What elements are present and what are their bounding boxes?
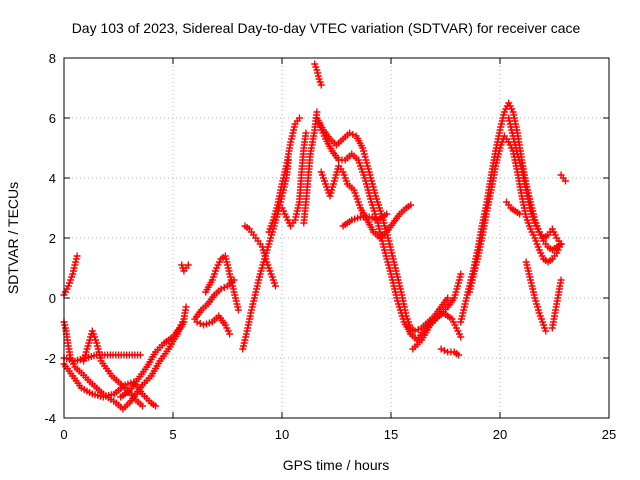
series-track-m xyxy=(265,114,303,236)
data-point xyxy=(234,306,242,314)
y-tick-label: 2 xyxy=(49,231,56,246)
data-point xyxy=(557,240,565,248)
data-point xyxy=(346,129,354,137)
data-point xyxy=(317,81,325,89)
data-point xyxy=(184,261,192,269)
data-point xyxy=(437,345,445,353)
data-point xyxy=(220,284,228,291)
series-track-n xyxy=(278,129,310,230)
series-track-s xyxy=(317,162,415,242)
x-tick-label: 0 xyxy=(60,427,67,442)
data-point xyxy=(226,330,234,338)
data-point xyxy=(557,276,565,284)
y-tick-label: 4 xyxy=(49,171,56,186)
y-tick-label: 0 xyxy=(49,291,56,306)
data-point xyxy=(457,270,465,278)
series-track-f xyxy=(117,303,190,401)
data-point xyxy=(383,210,391,218)
x-tick-label: 25 xyxy=(602,427,616,442)
y-axis-label: SDTVAR / TECUs xyxy=(5,182,21,294)
series-track-z xyxy=(503,198,524,218)
series-track-y xyxy=(505,114,565,248)
chart-title: Day 103 of 2023, Sidereal Day-to-day VTE… xyxy=(72,20,581,36)
data-point xyxy=(444,294,452,302)
data-point xyxy=(182,303,190,311)
data-point xyxy=(193,318,201,326)
series-track-x xyxy=(465,132,565,296)
data-point xyxy=(271,282,279,290)
data-point xyxy=(138,402,146,410)
data-point xyxy=(414,326,422,333)
x-tick-label: 10 xyxy=(275,427,289,442)
x-axis-label: GPS time / hours xyxy=(283,457,390,473)
data-point xyxy=(407,201,415,209)
data-point xyxy=(561,177,569,185)
plot-frame xyxy=(63,57,610,419)
y-tick-label: -2 xyxy=(44,351,56,366)
data-point xyxy=(73,252,81,260)
data-point xyxy=(440,347,448,354)
series-track-l xyxy=(241,222,279,290)
data-point xyxy=(457,333,465,341)
series-track-u xyxy=(409,270,465,353)
data-point xyxy=(313,108,321,116)
series-track-v xyxy=(437,345,463,359)
data-point xyxy=(152,402,160,410)
series-track-ab xyxy=(548,276,565,332)
data-point xyxy=(542,327,550,335)
x-tick-label: 20 xyxy=(493,427,507,442)
series-track-g xyxy=(178,261,192,275)
y-tick-label: 6 xyxy=(49,111,56,126)
data-point xyxy=(455,351,463,359)
series-track-j xyxy=(202,252,242,314)
data-point xyxy=(295,114,303,122)
series-track-aa xyxy=(522,258,550,335)
series-track-ac xyxy=(557,171,569,185)
data-point xyxy=(136,351,144,359)
x-tick-label: 5 xyxy=(169,427,176,442)
data-point xyxy=(349,131,357,138)
series-track-t xyxy=(339,210,391,230)
series-track-p xyxy=(311,60,325,89)
y-tick-label: -4 xyxy=(44,411,56,426)
x-tick-label: 15 xyxy=(384,427,398,442)
x-tick-labels: 0 5 10 15 20 25 xyxy=(60,427,616,442)
series-track-b xyxy=(60,318,188,413)
data-point xyxy=(516,210,524,218)
series-track-i xyxy=(193,312,234,338)
data-point xyxy=(196,320,204,327)
data-point xyxy=(217,285,225,293)
data-point xyxy=(302,129,310,137)
y-tick-label: 8 xyxy=(49,51,56,66)
y-tick-labels: -4 -2 0 2 4 6 8 xyxy=(44,51,56,426)
